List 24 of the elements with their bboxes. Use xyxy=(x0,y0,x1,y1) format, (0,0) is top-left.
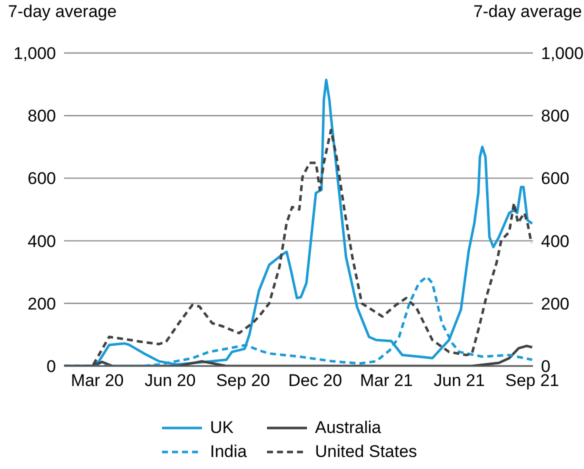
y2-tick-label: 200 xyxy=(541,294,570,314)
x-tick-label: Jun 20 xyxy=(144,371,196,390)
y-tick-label: 400 xyxy=(28,232,56,251)
legend-label: India xyxy=(210,442,247,462)
x-tick-label: Sep 21 xyxy=(505,371,560,390)
y2-tick-label: 600 xyxy=(541,169,570,188)
x-tick-label: Mar 21 xyxy=(360,371,413,390)
y2-axis-title: 7-day average xyxy=(473,2,582,22)
x-tick-label: Dec 20 xyxy=(288,371,342,390)
y-tick-label: 0 xyxy=(46,357,56,376)
y2-tick-label: 400 xyxy=(541,232,570,251)
y-tick-label: 800 xyxy=(28,106,56,126)
y-tick-label: 200 xyxy=(28,294,56,314)
y-tick-label: 1,000 xyxy=(13,44,56,64)
legend-label: Australia xyxy=(315,418,382,438)
y-axis-title: 7-day average xyxy=(8,2,117,22)
legend-label: UK xyxy=(210,418,234,438)
x-tick-label: Jun 21 xyxy=(434,371,485,390)
legend-label: United States xyxy=(315,442,418,462)
y-tick-label: 600 xyxy=(28,169,56,188)
y2-tick-label: 1,000 xyxy=(541,44,584,64)
y2-tick-label: 800 xyxy=(541,106,570,126)
x-tick-label: Sep 20 xyxy=(216,371,270,390)
x-tick-label: Mar 20 xyxy=(70,371,124,390)
